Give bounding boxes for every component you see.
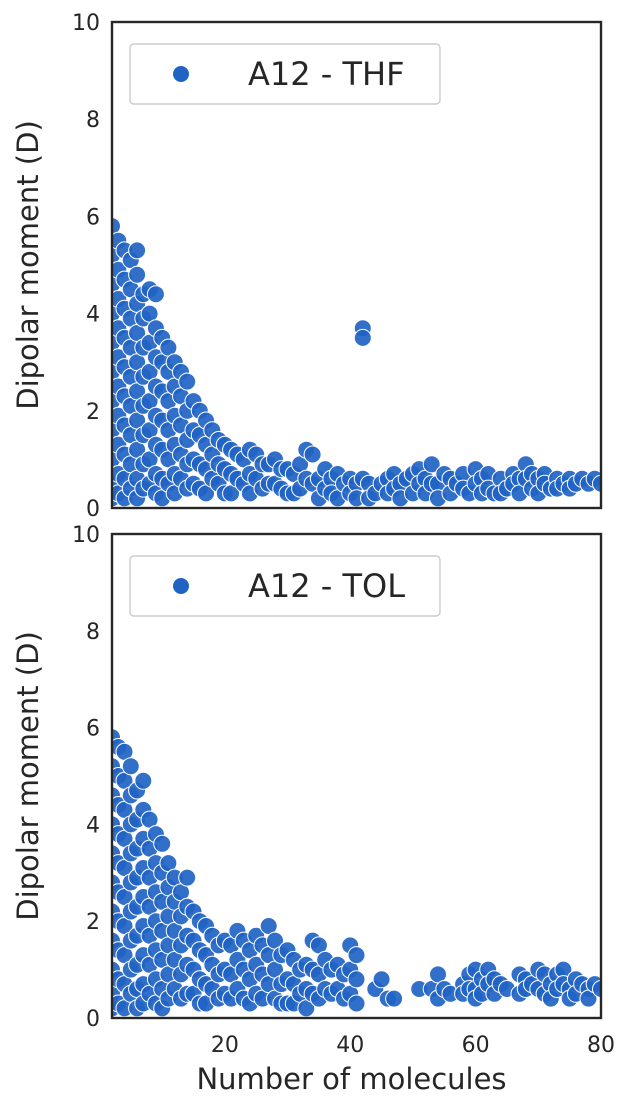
x-tick-label: 80 <box>587 1033 615 1058</box>
data-point <box>353 328 372 347</box>
chart-panel-1: 0 2 4 6 8 10 Dipolar moment (D) A12 - THF <box>11 11 603 522</box>
data-point <box>422 455 441 474</box>
x-tick-label: 20 <box>211 1033 239 1058</box>
legend-label: A12 - TOL <box>248 567 405 605</box>
y-tick-label: 0 <box>86 1007 100 1032</box>
data-point <box>112 217 121 236</box>
y-tick-label: 4 <box>86 303 100 328</box>
data-point <box>128 265 147 284</box>
y-tick-label: 8 <box>86 108 100 133</box>
y-tick-label: 2 <box>86 400 100 425</box>
y-tick-label: 10 <box>72 523 100 548</box>
legend: A12 - THF <box>129 43 441 105</box>
data-point <box>134 771 153 790</box>
data-point <box>372 970 391 989</box>
plot-frame <box>110 532 603 1020</box>
data-point <box>303 445 322 464</box>
y-tick-label: 6 <box>86 717 100 742</box>
y-tick-label: 8 <box>86 620 100 645</box>
data-point <box>592 980 601 998</box>
legend-box <box>129 555 441 617</box>
y-axis-label: Dipolar moment (D) <box>11 120 45 410</box>
data-point <box>146 285 165 304</box>
y-axis-label: Dipolar moment (D) <box>11 631 45 921</box>
data-point <box>153 834 172 853</box>
data-point <box>121 757 140 776</box>
y-tick-label: 4 <box>86 813 100 838</box>
chart-panel-2: 0 2 4 6 8 10 20 40 60 80 Dipolar moment (D) Number … <box>11 523 615 1096</box>
plot-frame <box>110 20 603 510</box>
legend-marker <box>172 577 190 595</box>
scatter-points <box>112 728 601 1018</box>
x-tick-label: 40 <box>336 1033 364 1058</box>
data-point <box>347 970 366 989</box>
legend: A12 - TOL <box>129 555 441 617</box>
y-tick-label: 10 <box>72 11 100 36</box>
data-point <box>347 946 366 965</box>
data-point <box>592 474 601 493</box>
legend-label: A12 - THF <box>248 55 405 93</box>
x-axis-label: Number of molecules <box>196 1062 506 1096</box>
legend-box <box>129 43 441 105</box>
y-tick-label: 0 <box>86 497 100 522</box>
y-tick-label: 2 <box>86 910 100 935</box>
data-point <box>178 868 197 887</box>
data-point <box>385 989 404 1008</box>
legend-marker <box>172 65 190 83</box>
scatter-points <box>112 217 601 508</box>
data-point <box>178 372 197 391</box>
data-point <box>347 994 366 1013</box>
x-tick-label: 60 <box>462 1033 490 1058</box>
data-point <box>128 241 147 260</box>
y-tick-label: 6 <box>86 205 100 230</box>
